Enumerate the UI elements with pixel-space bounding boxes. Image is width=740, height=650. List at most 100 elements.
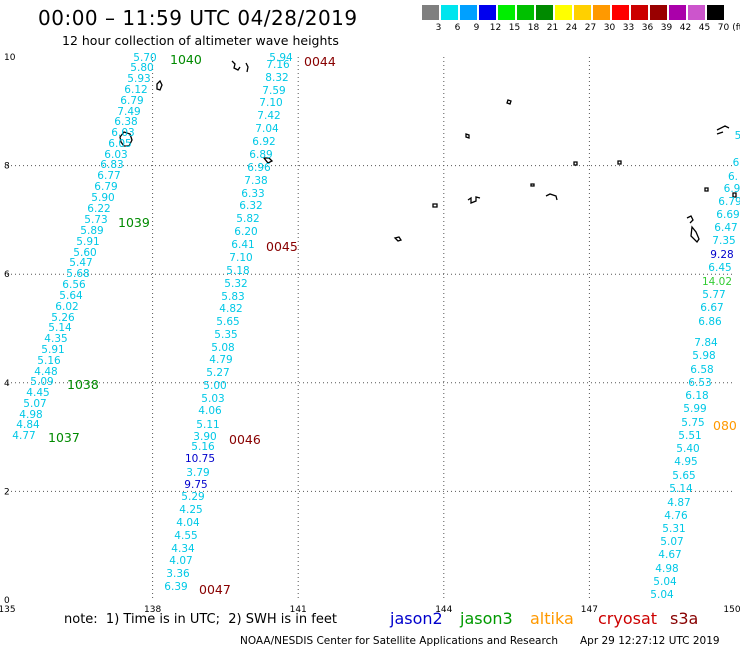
generation-timestamp: Apr 29 12:27:12 UTC 2019 — [580, 635, 720, 647]
wave-height-label: 3.90 — [193, 431, 216, 443]
pass-time-label: 1039 — [118, 215, 150, 230]
wave-height-label: 4.45 — [26, 387, 49, 399]
legend-swatch — [574, 5, 591, 20]
wave-height-label: 5.27 — [206, 367, 229, 379]
wave-height-label: 4.34 — [171, 543, 195, 555]
wave-height-label: 6.92 — [252, 136, 275, 148]
wave-height-label: 6.67 — [700, 302, 723, 314]
wave-height-label: 6.20 — [234, 226, 257, 238]
legend-label: 42 — [679, 23, 692, 33]
wave-height-label: 4.48 — [34, 366, 57, 378]
wave-height-label: 7.84 — [694, 337, 718, 349]
x-tick-label: 135 — [0, 605, 16, 615]
wave-height-label: 5.89 — [80, 225, 103, 237]
wave-height-label: 5.65 — [672, 470, 695, 482]
wave-height-label: 6.96 — [247, 162, 271, 174]
wave-height-label: 4.82 — [219, 303, 242, 315]
wave-height-label: 4.98 — [19, 409, 42, 421]
pass-time-label: 0046 — [229, 432, 261, 447]
coastline-outline — [573, 161, 578, 166]
wave-height-label: 5.91 — [76, 236, 99, 248]
wave-height-label: 4.07 — [169, 555, 192, 567]
legend-swatch — [707, 5, 724, 20]
wave-height-label: 5.04 — [650, 589, 674, 601]
wave-height-label: 5.03 — [201, 393, 224, 405]
wave-height-label: 4.84 — [16, 419, 40, 431]
wave-height-label: 6.03 — [104, 149, 127, 161]
coastline-outline — [156, 79, 163, 91]
coastline-outline — [716, 125, 730, 135]
wave-height-label: 5.93 — [127, 73, 150, 85]
wave-height-label: 6.02 — [55, 301, 78, 313]
y-tick-label: 10 — [4, 53, 16, 63]
coastline-outline — [686, 215, 700, 244]
wave-height-label: 7.10 — [229, 252, 252, 264]
wave-height-label: 4.87 — [667, 497, 690, 509]
wave-height-label: 4.77 — [12, 430, 35, 442]
legend-swatch — [688, 5, 705, 20]
legend-swatch — [650, 5, 667, 20]
wave-height-label: 8.32 — [265, 72, 288, 84]
wave-height-label: 7.49 — [117, 106, 140, 118]
wave-height-label: 7.16 — [266, 59, 290, 71]
pass-time-label: 0045 — [266, 239, 298, 254]
wave-height-label: 6.53 — [688, 377, 711, 389]
wave-height-label: 4.35 — [44, 333, 67, 345]
wave-height-label: 6.22 — [87, 203, 110, 215]
wave-height-label: 5.11 — [196, 419, 219, 431]
wave-height-label: 5.29 — [181, 491, 204, 503]
wave-height-label: 3.79 — [186, 467, 209, 479]
wave-height-label: 5.16 — [191, 441, 215, 453]
wave-height-label: 6.79 — [94, 181, 117, 193]
wave-height-label: 4.79 — [209, 354, 232, 366]
wave-height-label: 6.33 — [241, 188, 264, 200]
satellite-name-altika: altika — [530, 609, 574, 628]
credit-line: NOAA/NESDIS Center for Satellite Applica… — [240, 635, 558, 647]
wave-height-label: 4.95 — [674, 456, 697, 468]
wave-height-label: 6.03 — [111, 127, 134, 139]
pass-time-label: 0044 — [304, 54, 336, 69]
wave-height-label: 5.83 — [221, 291, 244, 303]
wave-height-label: 5.94 — [269, 52, 293, 64]
pass-time-label: 0047 — [199, 582, 231, 597]
wave-height-label: 14.02 — [702, 276, 732, 288]
legend-swatch — [631, 5, 648, 20]
wave-height-label: 7.35 — [712, 235, 735, 247]
x-tick-label: 144 — [435, 605, 452, 615]
y-tick-label: 4 — [4, 379, 10, 389]
legend-swatch — [669, 5, 686, 20]
x-tick-label: 138 — [144, 605, 161, 615]
map-subtitle: 12 hour collection of altimeter wave hei… — [62, 33, 339, 48]
legend-label: 36 — [641, 23, 654, 33]
wave-height-label: 6. — [728, 171, 738, 183]
wave-height-label: 6.79 — [120, 95, 143, 107]
x-tick-label: 147 — [581, 605, 598, 615]
wave-height-label: 5.68 — [66, 268, 89, 280]
wave-height-label: 5.07 — [23, 398, 46, 410]
wave-height-label: 5.75 — [681, 417, 704, 429]
wave-height-label: 5.04 — [653, 576, 677, 588]
wave-height-label: 4.67 — [658, 549, 681, 561]
wave-height-label: 6.9 — [724, 183, 740, 195]
legend-label: 21 — [546, 23, 559, 33]
wave-height-label: 5.26 — [51, 312, 75, 324]
map-title: 00:00 – 11:59 UTC 04/28/2019 — [38, 6, 358, 30]
wave-height-label: 5.31 — [662, 523, 685, 535]
wave-height-label: 4.25 — [179, 504, 202, 516]
wave-height-label: 5.60 — [73, 247, 96, 259]
satellite-name-jason3: jason3 — [460, 609, 513, 628]
legend-swatch — [517, 5, 534, 20]
coastline-outline — [530, 183, 535, 187]
x-tick-label: 150 — [723, 605, 740, 615]
legend-label: 12 — [489, 23, 502, 33]
wave-height-label: 5.65 — [216, 316, 239, 328]
wave-height-label: 4.06 — [198, 405, 222, 417]
wave-height-label: 5.08 — [211, 342, 234, 354]
legend-swatch — [593, 5, 610, 20]
wave-height-label: 6.86 — [698, 316, 722, 328]
legend-label: 70 — [717, 23, 730, 33]
legend-swatch — [422, 5, 439, 20]
wave-height-label: 6.38 — [114, 116, 137, 128]
y-tick-label: 2 — [4, 487, 10, 497]
